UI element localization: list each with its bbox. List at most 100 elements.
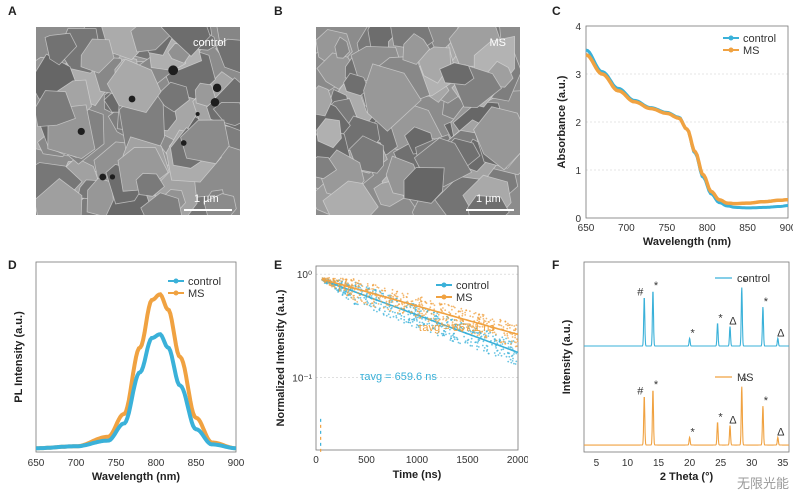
data-point-control: [391, 311, 394, 313]
data-point-ms: [398, 307, 401, 310]
data-point-ms: [451, 323, 454, 326]
data-point-control: [415, 316, 417, 319]
data-point-ms: [484, 336, 487, 338]
sem-grain: [316, 85, 333, 117]
data-point-ms: [491, 318, 494, 321]
data-point-control: [370, 295, 373, 297]
data-point-ms: [348, 284, 351, 287]
panel-label-f: F: [552, 258, 560, 272]
data-point-ms: [514, 328, 517, 331]
data-point-ms: [388, 301, 391, 303]
data-point-ms: [366, 285, 369, 287]
data-point-ms: [406, 292, 409, 295]
panel-label-b: B: [274, 4, 283, 18]
sem-grain: [130, 27, 171, 53]
data-point-ms: [478, 333, 481, 336]
data-point-ms: [509, 327, 511, 329]
data-point-ms: [466, 326, 468, 329]
data-point-control: [444, 330, 447, 333]
data-point-control: [455, 326, 458, 329]
data-point-ms: [469, 315, 472, 318]
data-point-ms: [339, 277, 342, 280]
data-point-ms: [377, 286, 380, 289]
data-point-ms: [410, 311, 412, 313]
data-point-control: [499, 339, 502, 342]
sem-grain: [473, 106, 520, 171]
data-point-control: [493, 340, 496, 343]
x-tick-label: 10: [622, 458, 634, 469]
x-tick-label: 750: [108, 458, 125, 469]
baseline-point: [320, 418, 322, 422]
data-point-control: [429, 331, 432, 334]
data-point-ms: [401, 303, 404, 306]
sem-void: [168, 65, 179, 76]
plot-frame: [315, 265, 519, 451]
data-point-ms: [338, 289, 341, 292]
data-point-control: [476, 345, 478, 348]
data-point-ms: [422, 308, 424, 311]
data-point-control: [502, 348, 505, 351]
data-point-ms: [372, 288, 375, 291]
sem-grain: [334, 36, 350, 59]
data-point-ms: [355, 285, 358, 288]
x-tick-label: 850: [739, 223, 756, 234]
data-point-ms: [453, 318, 456, 321]
data-point-control: [432, 327, 434, 330]
y-axis-label: PL Intensity (a.u.): [13, 311, 25, 403]
data-point-ms: [401, 307, 404, 310]
panel-label-d: D: [8, 258, 17, 272]
data-point-control: [436, 332, 439, 335]
x-tick-label: 900: [228, 458, 245, 469]
data-point-ms: [493, 331, 496, 334]
data-point-ms: [391, 292, 394, 295]
data-point-control: [492, 335, 494, 338]
data-point-control: [466, 339, 469, 342]
data-point-control: [380, 303, 382, 306]
data-point-ms: [439, 318, 441, 321]
data-point-ms: [448, 324, 451, 327]
scalebar-label-b: 1 µm: [476, 193, 501, 205]
peak-marker: #: [637, 385, 644, 397]
x-tick-label: 20: [684, 458, 696, 469]
data-point-ms: [461, 330, 464, 332]
peak-marker: *: [718, 312, 723, 324]
data-point-control: [460, 321, 463, 324]
data-point-ms: [457, 310, 460, 313]
data-point-control: [397, 319, 400, 321]
data-point-ms: [469, 323, 472, 326]
data-point-control: [364, 298, 367, 301]
data-point-ms: [417, 297, 420, 300]
data-point-ms: [459, 310, 462, 313]
data-point-ms: [382, 306, 385, 309]
data-point-ms: [350, 278, 353, 281]
panel-label-e: E: [274, 258, 283, 272]
data-point-ms: [502, 326, 505, 328]
data-point-ms: [474, 328, 477, 331]
data-point-ms: [375, 295, 378, 298]
data-point-control: [391, 306, 393, 309]
data-point-ms: [500, 324, 503, 327]
peak-marker: *: [764, 395, 769, 407]
data-point-ms: [356, 296, 359, 299]
data-point-control: [435, 314, 438, 317]
data-point-control: [463, 335, 465, 338]
data-point-ms: [391, 301, 394, 303]
series-line-control: [36, 332, 236, 451]
legend-marker: [441, 282, 447, 288]
data-point-control: [487, 335, 490, 337]
data-point-ms: [516, 340, 519, 343]
data-point-control: [477, 340, 480, 343]
data-point-ms: [451, 308, 453, 311]
data-point-ms: [499, 318, 502, 321]
peak-marker: *: [718, 411, 723, 423]
data-point-ms: [479, 316, 482, 318]
data-point-ms: [389, 309, 392, 312]
data-point-ms: [393, 305, 395, 308]
data-point-control: [502, 338, 505, 341]
data-point-control: [382, 312, 385, 315]
data-point-ms: [384, 289, 387, 292]
data-point-ms: [357, 291, 359, 294]
data-point-ms: [436, 322, 438, 325]
data-point-control: [471, 345, 473, 347]
data-point-ms: [396, 312, 399, 314]
